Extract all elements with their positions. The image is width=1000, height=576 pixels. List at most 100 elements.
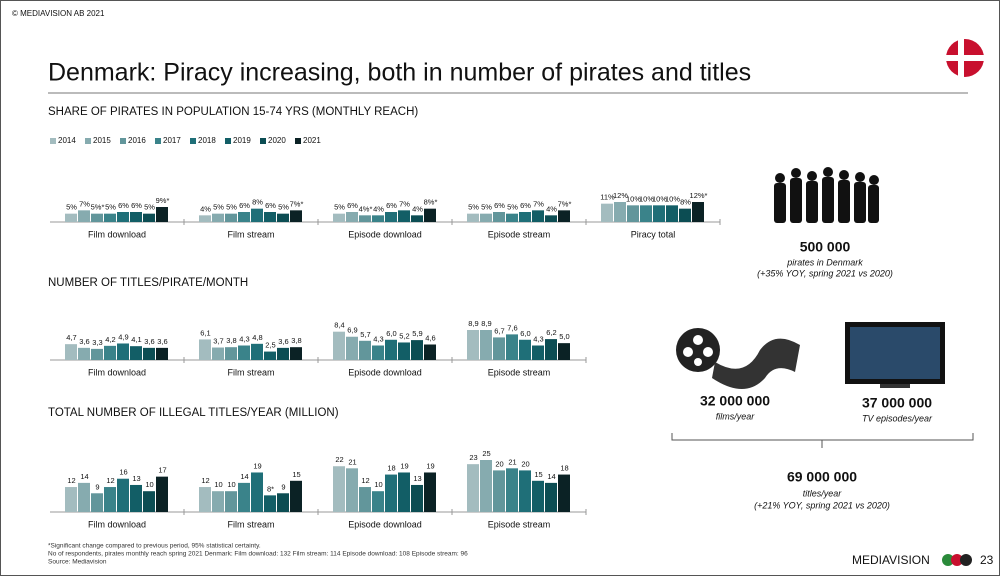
footnote: Source: Mediavision: [48, 559, 107, 566]
value-label: 5%: [105, 203, 116, 212]
bar: [411, 340, 423, 360]
bar: [601, 203, 613, 222]
legend-swatch: [85, 138, 91, 144]
bar: [212, 491, 224, 512]
value-label: 8,9: [468, 319, 478, 328]
bar: [372, 491, 384, 512]
bar: [385, 474, 397, 512]
bar: [225, 347, 237, 360]
tv-icon: [845, 322, 945, 388]
value-label: 10%: [639, 194, 654, 203]
brand-logo: [942, 554, 972, 566]
value-label: 10: [374, 480, 382, 489]
value-label: 2,5: [265, 341, 275, 350]
value-label: 10%: [652, 194, 667, 203]
bar: [65, 213, 77, 222]
value-label: 5%*: [91, 203, 105, 212]
value-label: 7%*: [558, 199, 572, 208]
bar: [91, 493, 103, 512]
value-label: 6,0: [386, 329, 396, 338]
flag-icon: [946, 39, 984, 77]
value-label: 10: [227, 480, 235, 489]
value-label: 5%: [468, 203, 479, 212]
value-label: 4%: [546, 204, 557, 213]
bar: [251, 472, 263, 512]
value-label: 8%: [252, 198, 263, 207]
value-label: 6%: [118, 201, 129, 210]
legend-label: 2016: [128, 136, 146, 145]
value-label: 3,6: [278, 337, 288, 346]
pirates-icon: [774, 167, 879, 223]
legend-swatch: [50, 138, 56, 144]
bar: [65, 344, 77, 360]
bar: [78, 347, 90, 360]
value-label: 5%: [213, 203, 224, 212]
category-label: Film download: [88, 229, 146, 239]
value-label: 6,1: [200, 328, 210, 337]
value-label: 4%*: [359, 204, 373, 213]
bar: [199, 215, 211, 222]
value-label: 5%: [66, 203, 77, 212]
legend-label: 2018: [198, 136, 216, 145]
chart-title: NUMBER OF TITLES/PIRATE/MONTH: [48, 277, 248, 289]
bar: [277, 347, 289, 360]
titles-count: 69 000 000: [787, 469, 857, 485]
category-label: Film download: [88, 367, 146, 377]
sidebar-brace: [671, 433, 974, 448]
bar: [130, 484, 142, 512]
bar: [212, 213, 224, 222]
value-label: 6,9: [347, 326, 357, 335]
value-label: 8,4: [334, 321, 344, 330]
bar: [290, 480, 302, 512]
legend-label: 2019: [233, 136, 251, 145]
value-label: 12%: [613, 191, 628, 200]
bar: [666, 205, 678, 222]
value-label: 5%: [144, 203, 155, 212]
legend-label: 2021: [303, 136, 321, 145]
bar: [424, 208, 436, 222]
value-label: 17: [158, 466, 166, 475]
bar: [480, 460, 492, 512]
value-label: 12%*: [690, 191, 708, 200]
value-label: 18: [560, 464, 568, 473]
value-label: 6%: [494, 201, 505, 210]
value-label: 9: [281, 482, 285, 491]
bar: [480, 213, 492, 222]
value-label: 12: [67, 476, 75, 485]
value-label: 3,7: [213, 337, 223, 346]
bar: [117, 343, 129, 360]
legend-swatch: [155, 138, 161, 144]
value-label: 4,3: [373, 334, 383, 343]
legend-swatch: [225, 138, 231, 144]
bar: [493, 212, 505, 222]
bar: [614, 202, 626, 222]
bar: [467, 330, 479, 360]
bar: [398, 472, 410, 512]
value-label: 7%: [79, 199, 90, 208]
value-label: 8%*: [424, 198, 438, 207]
episodes-caption: TV episodes/year: [862, 413, 933, 423]
bar: [467, 464, 479, 512]
value-label: 5,7: [360, 330, 370, 339]
bar: [264, 351, 276, 360]
value-label: 5%: [481, 203, 492, 212]
value-label: 21: [348, 457, 356, 466]
bar: [199, 487, 211, 512]
value-label: 18: [387, 464, 395, 473]
bar: [104, 345, 116, 360]
value-label: 25: [482, 449, 490, 458]
bar: [156, 347, 168, 360]
value-label: 6,7: [494, 326, 504, 335]
pirates-note: (+35% YOY, spring 2021 vs 2020): [757, 268, 893, 278]
category-label: Film download: [88, 519, 146, 529]
bar: [143, 213, 155, 222]
value-label: 3,6: [157, 337, 167, 346]
slide-title: Denmark: Piracy increasing, both in numb…: [48, 59, 751, 87]
value-label: 8,9: [481, 319, 491, 328]
bar: [117, 478, 129, 512]
bar: [398, 342, 410, 360]
value-label: 6,0: [520, 329, 530, 338]
bar: [225, 213, 237, 222]
bar: [627, 205, 639, 222]
bar: [78, 482, 90, 512]
